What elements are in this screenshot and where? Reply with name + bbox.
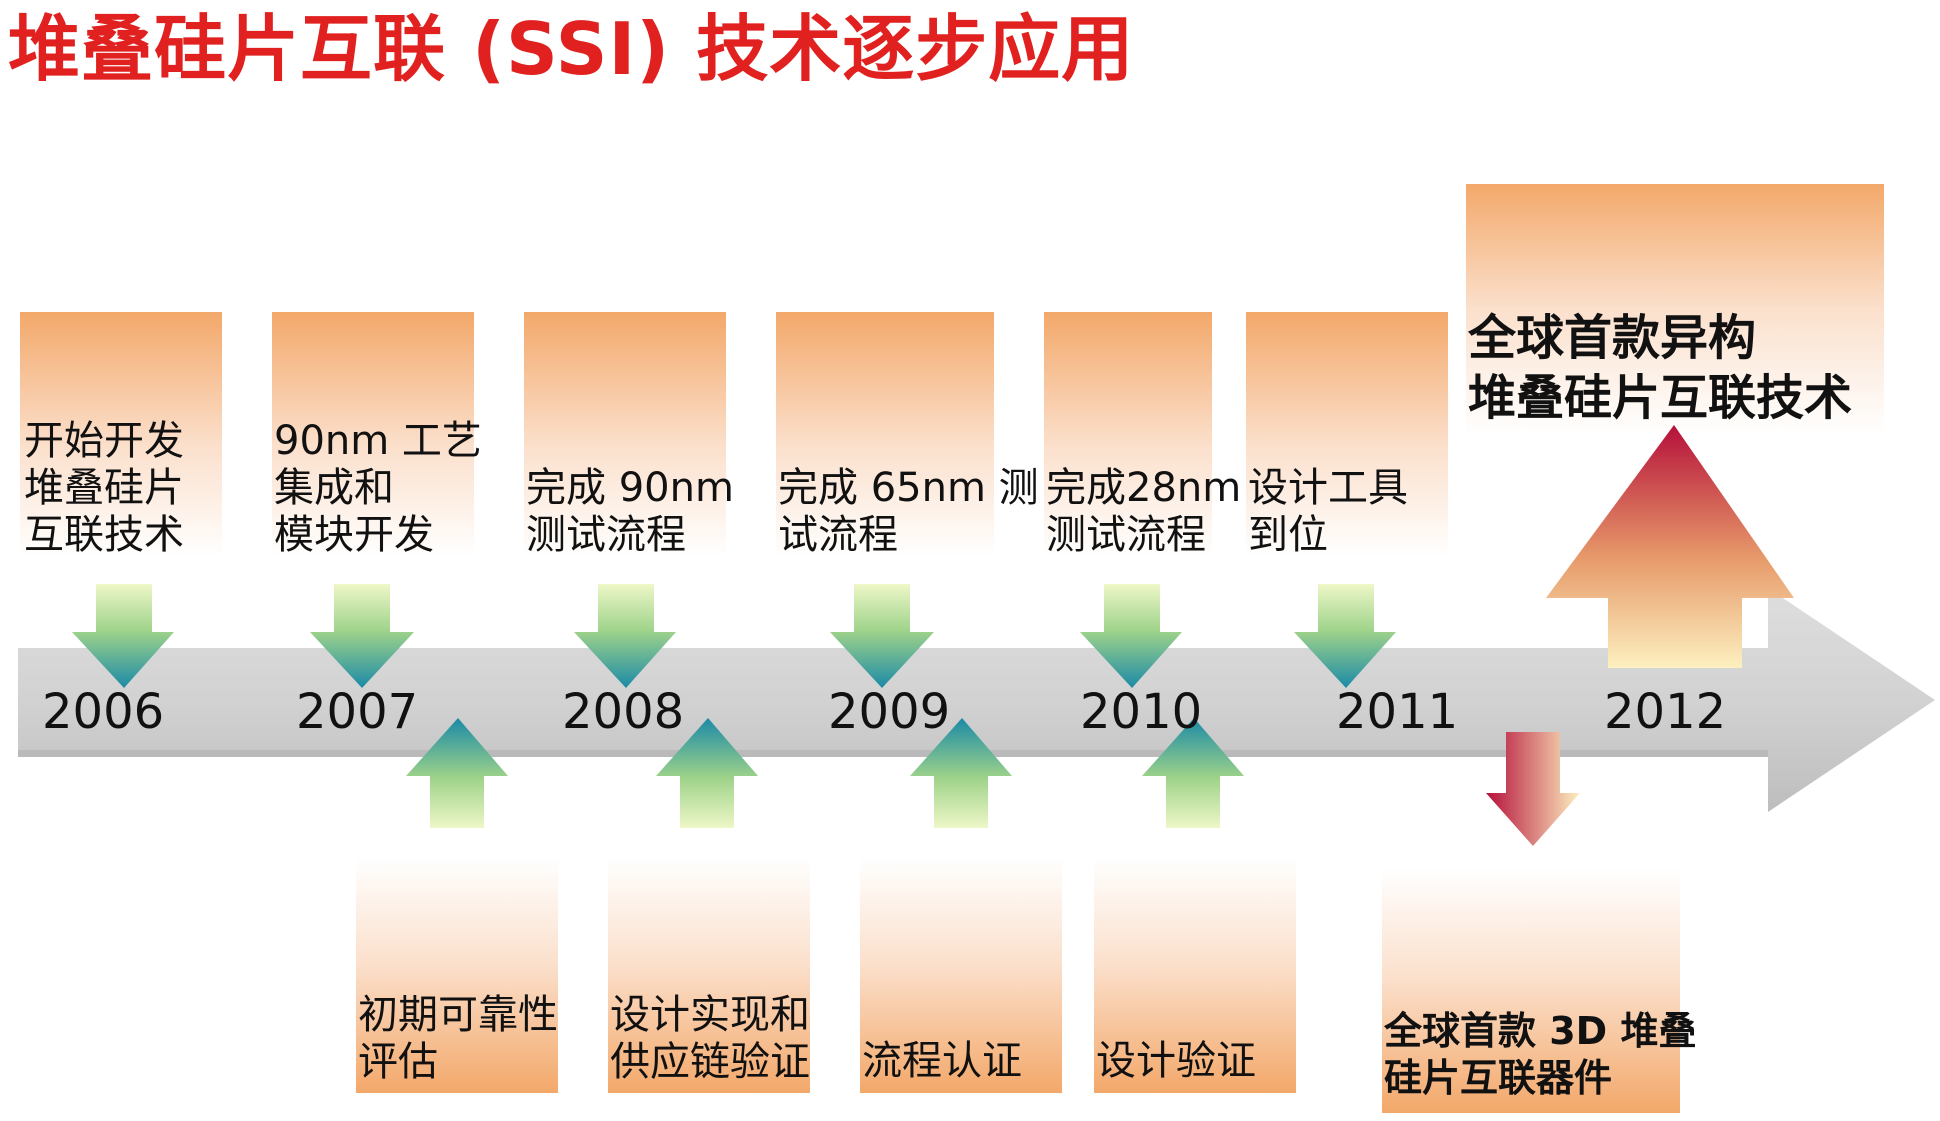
milestone-box-bottom-3 (860, 858, 1062, 1093)
milestone-line: 测试流程 (1046, 512, 1206, 558)
down-arrow-2010 (1080, 584, 1182, 688)
milestone-line: 设计实现和 (610, 992, 810, 1038)
milestone-line: 评估 (358, 1039, 438, 1085)
milestone-box-2011 (1246, 312, 1448, 557)
timeline-arrow-shadow (18, 750, 1768, 757)
milestone-text-bottom-3: 流程认证 (862, 1038, 1022, 1085)
milestone-text-2009: 完成 65nm 测 试流程 (778, 465, 1039, 559)
milestone-box-2009 (776, 312, 994, 557)
milestone-text-2006: 开始开发 堆叠硅片 互联技术 (24, 418, 184, 559)
milestone-text-2007: 90nm 工艺 集成和 模块开发 (274, 418, 482, 559)
milestone-line: 供应链验证 (610, 1039, 810, 1085)
milestone-line: 试流程 (778, 512, 898, 558)
up-arrow-4 (1142, 718, 1244, 828)
milestone-box-bottom-2 (608, 858, 810, 1093)
year-label-2007: 2007 (296, 684, 419, 740)
down-arrow-2007 (310, 584, 414, 688)
big-up-arrow (1546, 425, 1794, 668)
highlight-text-bottom: 全球首款 3D 堆叠 硅片互联器件 (1384, 1008, 1696, 1102)
milestone-line: 测试流程 (526, 512, 686, 558)
milestone-line: 模块开发 (274, 512, 434, 558)
milestone-line: 流程认证 (862, 1038, 1022, 1084)
up-arrow-2 (656, 718, 758, 828)
highlight-text-top: 全球首款异构 堆叠硅片互联技术 (1468, 308, 1852, 428)
milestone-line: 完成 90nm (526, 465, 734, 511)
down-arrow-2006 (72, 584, 174, 688)
milestone-line: 设计验证 (1096, 1038, 1256, 1084)
milestone-line: 完成 65nm 测 (778, 465, 1039, 511)
milestone-text-2011: 设计工具 到位 (1248, 465, 1408, 559)
milestone-box-2008 (524, 312, 726, 557)
page-title: 堆叠硅片互联 (SSI) 技术逐步应用 (8, 7, 1135, 91)
up-arrow-1 (406, 718, 508, 828)
down-arrow-2009 (830, 584, 934, 688)
milestone-box-bottom-4 (1094, 858, 1296, 1093)
milestone-text-bottom-4: 设计验证 (1096, 1038, 1256, 1085)
milestone-box-2010 (1044, 312, 1212, 557)
milestone-text-2010: 完成28nm 测试流程 (1046, 465, 1241, 559)
highlight-box-bottom (1382, 868, 1680, 1113)
milestone-box-bottom-1 (356, 858, 558, 1093)
milestone-text-2008: 完成 90nm 测试流程 (526, 465, 734, 559)
year-label-2010: 2010 (1080, 684, 1203, 740)
milestone-line: 完成28nm (1046, 465, 1242, 511)
red-down-arrow (1486, 732, 1580, 846)
year-label-2009: 2009 (828, 684, 951, 740)
highlight-line: 全球首款 3D 堆叠 (1384, 1009, 1697, 1053)
highlight-box-top (1466, 184, 1884, 434)
milestone-line: 开始开发 (24, 418, 184, 464)
down-arrow-2011 (1294, 584, 1396, 688)
milestone-line: 90nm 工艺 (274, 418, 482, 464)
milestone-line: 互联技术 (24, 512, 184, 558)
year-label-2011: 2011 (1336, 684, 1459, 740)
highlight-line: 堆叠硅片互联技术 (1468, 370, 1853, 426)
up-arrow-3 (910, 718, 1012, 828)
year-label-2008: 2008 (562, 684, 685, 740)
milestone-line: 初期可靠性 (358, 992, 558, 1038)
milestone-text-bottom-2: 设计实现和 供应链验证 (610, 992, 810, 1086)
year-label-2012: 2012 (1604, 684, 1727, 740)
year-label-2006: 2006 (42, 684, 165, 740)
milestone-line: 集成和 (274, 465, 394, 511)
highlight-line: 全球首款异构 (1468, 310, 1757, 366)
milestone-text-bottom-1: 初期可靠性 评估 (358, 992, 558, 1086)
milestone-line: 堆叠硅片 (24, 465, 184, 511)
milestone-box-2007 (272, 312, 474, 557)
milestone-line: 到位 (1248, 512, 1328, 558)
milestone-line: 设计工具 (1248, 465, 1408, 511)
down-arrow-2008 (574, 584, 676, 688)
milestone-box-2006 (20, 312, 222, 557)
highlight-line: 硅片互联器件 (1384, 1056, 1613, 1100)
